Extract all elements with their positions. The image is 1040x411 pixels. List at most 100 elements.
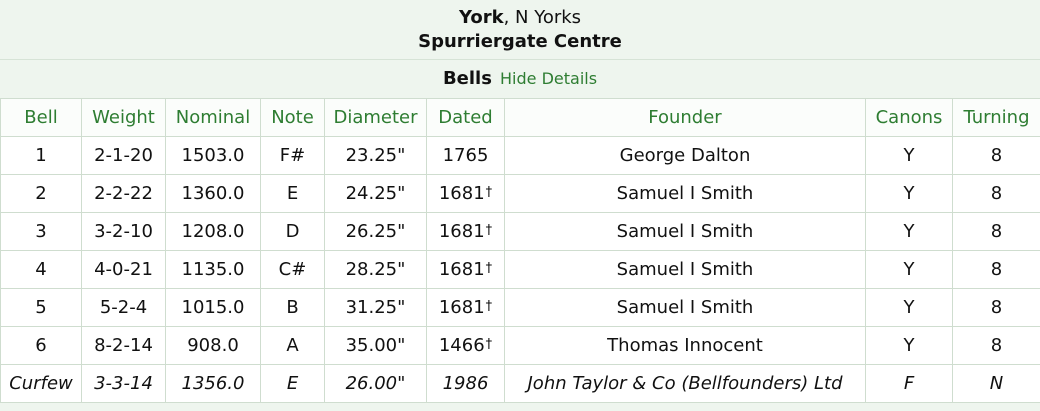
cell-diameter: 31.25" (324, 288, 427, 327)
note-value: E (286, 183, 299, 204)
note-value: F# (279, 145, 306, 166)
canons-value: Y (903, 335, 915, 356)
cell-bell: 6 (0, 326, 82, 365)
dagger-mark: † (485, 337, 493, 352)
dated-value: 1466 (438, 335, 485, 356)
weight-value: 8-2-14 (94, 335, 153, 356)
cell-note: E (260, 174, 325, 213)
table-row: 3 3-2-10 1208.0 D 26.25" 1681† Samuel I Smith Y… (0, 212, 1040, 251)
cell-bell: 1 (0, 136, 82, 175)
cell-canons: F (865, 364, 953, 403)
cell-dated: 1681† (426, 250, 505, 289)
cell-note: B (260, 288, 325, 327)
bell-value: 6 (35, 335, 47, 356)
bells-table: Bell Weight Nominal Note Diameter Dated Founde… (0, 98, 1040, 403)
dated-value: 1681 (438, 297, 485, 318)
dagger-mark: † (485, 223, 493, 238)
table-header-row: Bell Weight Nominal Note Diameter Dated Founde… (0, 98, 1040, 137)
cell-canons: Y (865, 326, 953, 365)
cell-note: F# (260, 136, 325, 175)
county-name: , N Yorks (503, 7, 582, 28)
table-row: Curfew 3-3-14 1356.0 E 26.00" 1986 John Taylor… (0, 364, 1040, 403)
column-header-turning: Turning (952, 98, 1040, 137)
note-value: E (286, 373, 299, 394)
cell-bell: 3 (0, 212, 82, 251)
founder-value: Samuel I Smith (616, 183, 754, 204)
nominal-value: 1360.0 (181, 183, 245, 204)
bell-value: 4 (35, 259, 47, 280)
cell-turning: 8 (952, 250, 1040, 289)
cell-dated: 1681† (426, 288, 505, 327)
tower-location: York, N Yorks (0, 6, 1040, 30)
cell-weight: 2-2-22 (81, 174, 166, 213)
town-name: York (458, 7, 504, 28)
cell-dated: 1765 (426, 136, 505, 175)
founder-value: George Dalton (619, 145, 751, 166)
table-row: 6 8-2-14 908.0 A 35.00" 1466† Thomas Innocent Y… (0, 326, 1040, 365)
cell-turning: 8 (952, 288, 1040, 327)
cell-dated: 1466† (426, 326, 505, 365)
table-row: 2 2-2-22 1360.0 E 24.25" 1681† Samuel I Smith Y… (0, 174, 1040, 213)
cell-diameter: 35.00" (324, 326, 427, 365)
diameter-value: 24.25" (345, 183, 406, 204)
cell-bell: 5 (0, 288, 82, 327)
turning-value: 8 (990, 221, 1003, 242)
bell-value: Curfew (9, 373, 73, 394)
bell-value: 3 (35, 221, 47, 242)
dagger-mark: † (485, 299, 493, 314)
cell-canons: Y (865, 174, 953, 213)
bell-value: 5 (35, 297, 47, 318)
cell-bell: 2 (0, 174, 82, 213)
cell-note: D (260, 212, 325, 251)
bells-section-header: Bells Hide Details (0, 60, 1040, 98)
cell-diameter: 26.25" (324, 212, 427, 251)
table-row: 5 5-2-4 1015.0 B 31.25" 1681† Samuel I Smith Y 8 (0, 288, 1040, 327)
note-value: A (286, 335, 299, 356)
turning-value: 8 (990, 297, 1003, 318)
note-value: B (286, 297, 299, 318)
table-row: 4 4-0-21 1135.0 C# 28.25" 1681† Samuel I Smith… (0, 250, 1040, 289)
column-header-nominal: Nominal (165, 98, 261, 137)
column-header-note: Note (260, 98, 325, 137)
dated-value: 1765 (442, 145, 489, 166)
cell-founder: George Dalton (504, 136, 866, 175)
table-row: 1 2-1-20 1503.0 F# 23.25" 1765 George Dalton Y 8 (0, 136, 1040, 175)
cell-founder: John Taylor & Co (Bellfounders) Ltd (504, 364, 866, 403)
turning-value: N (989, 373, 1004, 394)
founder-value: Samuel I Smith (616, 259, 754, 280)
cell-turning: N (952, 364, 1040, 403)
cell-dated: 1986 (426, 364, 505, 403)
cell-diameter: 26.00" (324, 364, 427, 403)
cell-turning: 8 (952, 326, 1040, 365)
dagger-mark: † (485, 185, 493, 200)
diameter-value: 28.25" (345, 259, 406, 280)
cell-nominal: 1015.0 (165, 288, 261, 327)
cell-founder: Samuel I Smith (504, 288, 866, 327)
cell-founder: Samuel I Smith (504, 250, 866, 289)
canons-value: Y (903, 259, 915, 280)
cell-nominal: 908.0 (165, 326, 261, 365)
cell-canons: Y (865, 288, 953, 327)
bell-value: 2 (35, 183, 47, 204)
cell-bell: 4 (0, 250, 82, 289)
founder-value: Thomas Innocent (607, 335, 763, 356)
tower-header: York, N Yorks Spurriergate Centre (0, 0, 1040, 60)
diameter-value: 35.00" (345, 335, 406, 356)
cell-dated: 1681† (426, 212, 505, 251)
nominal-value: 908.0 (187, 335, 239, 356)
dated-value: 1681 (438, 259, 485, 280)
dated-value: 1681 (438, 221, 485, 242)
note-value: D (285, 221, 300, 242)
hide-details-link[interactable]: Hide Details (500, 69, 598, 88)
cell-diameter: 28.25" (324, 250, 427, 289)
canons-value: Y (903, 221, 915, 242)
turning-value: 8 (990, 259, 1003, 280)
cell-weight: 2-1-20 (81, 136, 166, 175)
nominal-value: 1015.0 (181, 297, 245, 318)
cell-weight: 8-2-14 (81, 326, 166, 365)
cell-nominal: 1356.0 (165, 364, 261, 403)
diameter-value: 26.00" (345, 373, 406, 394)
cell-canons: Y (865, 250, 953, 289)
founder-value: John Taylor & Co (Bellfounders) Ltd (527, 373, 843, 394)
